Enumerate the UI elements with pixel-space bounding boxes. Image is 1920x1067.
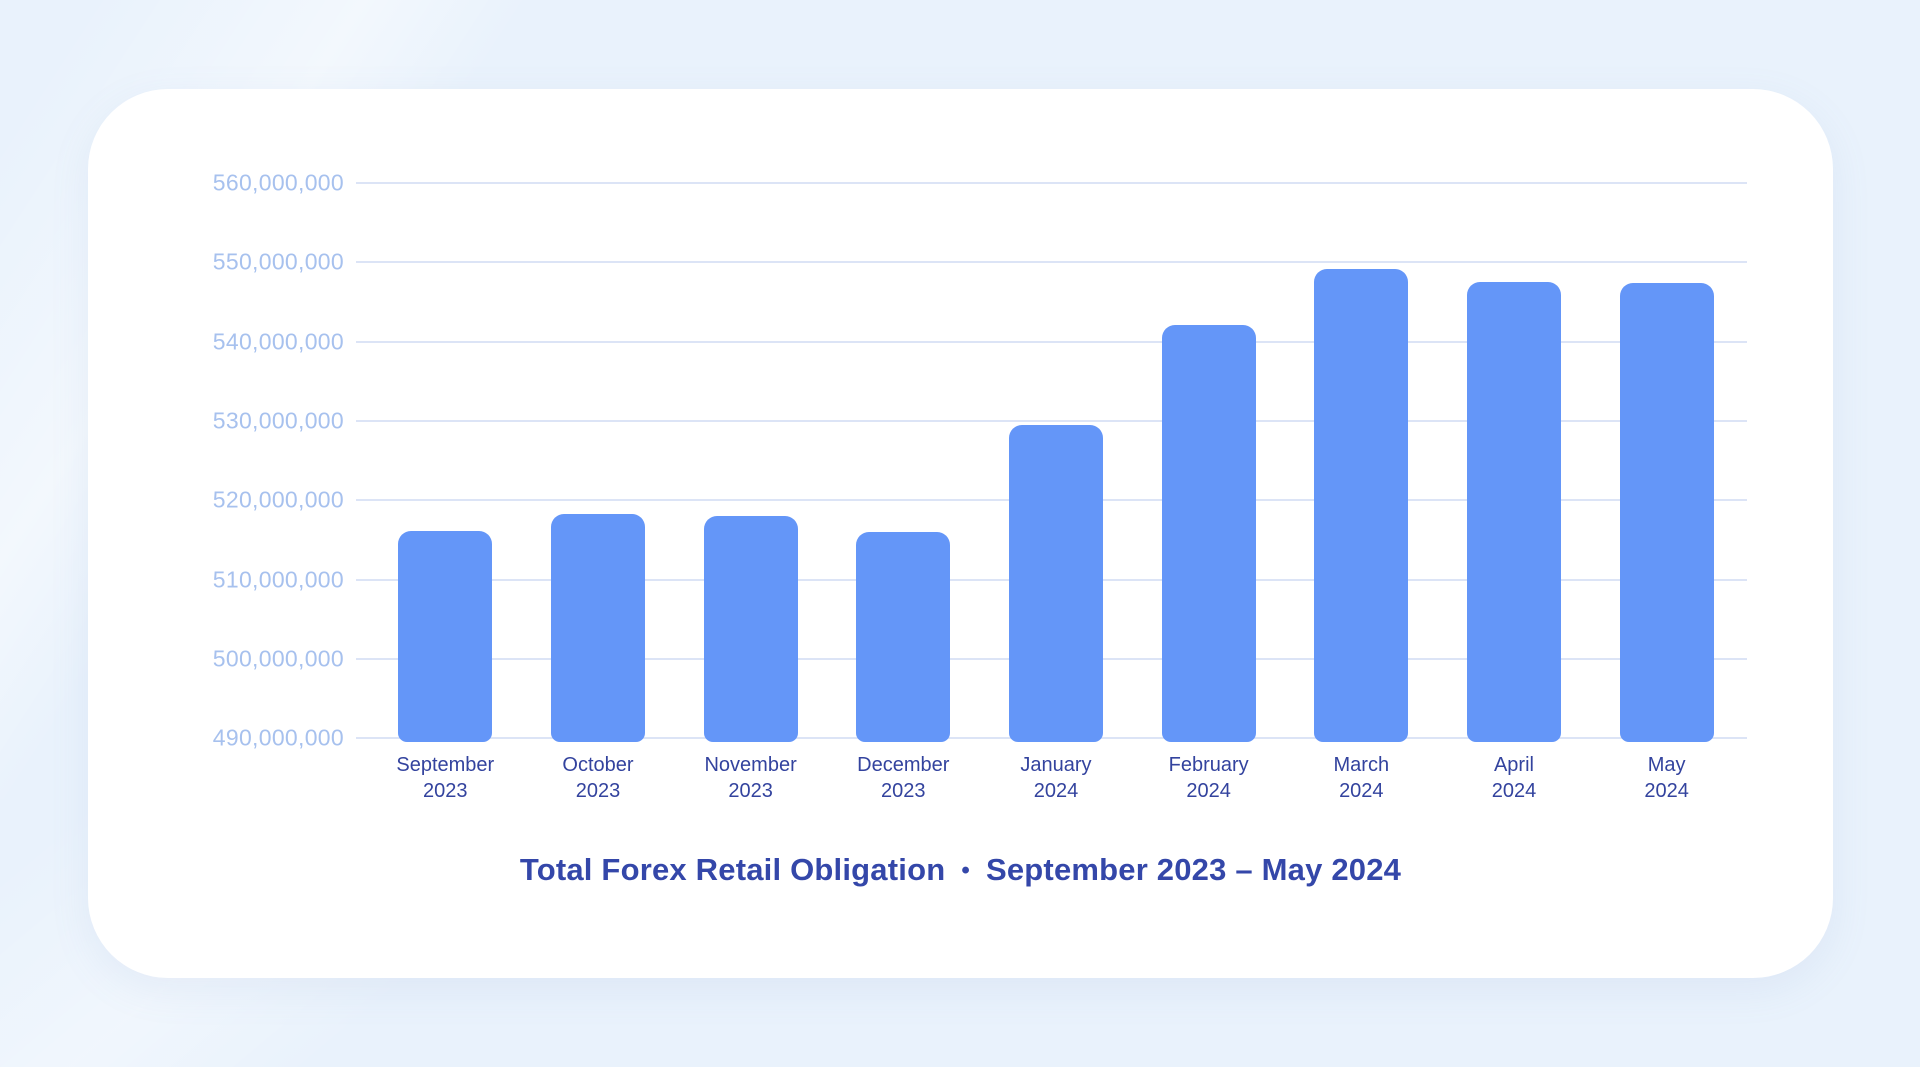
y-axis-tick-label: 520,000,000 [212, 486, 344, 513]
bar-april-2024[interactable] [1466, 281, 1561, 743]
gridline [356, 182, 1747, 184]
y-axis-tick-label: 500,000,000 [212, 645, 344, 672]
y-axis-tick-label: 530,000,000 [212, 407, 344, 434]
bar-chart-plot-area: 560,000,000 550,000,000 540,000,000 530,000… [213, 170, 1747, 802]
gridline [356, 261, 1747, 264]
bar-september-2023[interactable] [398, 531, 493, 743]
x-axis-tick-label: October 2023 [562, 754, 634, 802]
x-axis-tick-label: September 2023 [396, 754, 495, 802]
bar-december-2023[interactable] [856, 531, 951, 743]
chart-card: 560,000,000 550,000,000 540,000,000 530,000… [88, 89, 1833, 978]
bar-january-2024[interactable] [1008, 424, 1103, 743]
bar-october-2023[interactable] [550, 514, 645, 743]
gridline [356, 419, 1747, 422]
gridline [356, 340, 1747, 343]
x-axis-tick-label: February 2024 [1168, 754, 1249, 802]
x-axis-tick-label: December 2023 [857, 754, 950, 802]
y-axis-tick-label: 560,000,000 [212, 169, 344, 196]
x-axis-tick-label: April 2024 [1491, 754, 1537, 802]
x-axis-tick-label: March 2024 [1333, 754, 1390, 802]
x-axis-tick-label: May 2024 [1644, 754, 1689, 802]
y-axis-tick-label: 490,000,000 [212, 724, 344, 751]
x-axis-tick-label: November 2023 [704, 754, 797, 802]
chart-title: Total Forex Retail Obligation • September … [88, 852, 1833, 888]
bar-february-2024[interactable] [1161, 324, 1256, 743]
bar-november-2023[interactable] [703, 515, 798, 743]
y-axis-tick-label: 540,000,000 [212, 328, 344, 355]
y-axis-tick-label: 510,000,000 [212, 566, 344, 593]
chart-title-main: Total Forex Retail Obligation [519, 852, 946, 887]
x-axis-tick-label: January 2024 [1020, 754, 1092, 802]
bar-march-2024[interactable] [1314, 269, 1409, 743]
y-axis-tick-label: 550,000,000 [212, 248, 344, 275]
title-bullet-separator: • [961, 857, 970, 884]
chart-title-range: September 2023 – May 2024 [985, 852, 1402, 887]
bar-may-2024[interactable] [1619, 282, 1714, 743]
